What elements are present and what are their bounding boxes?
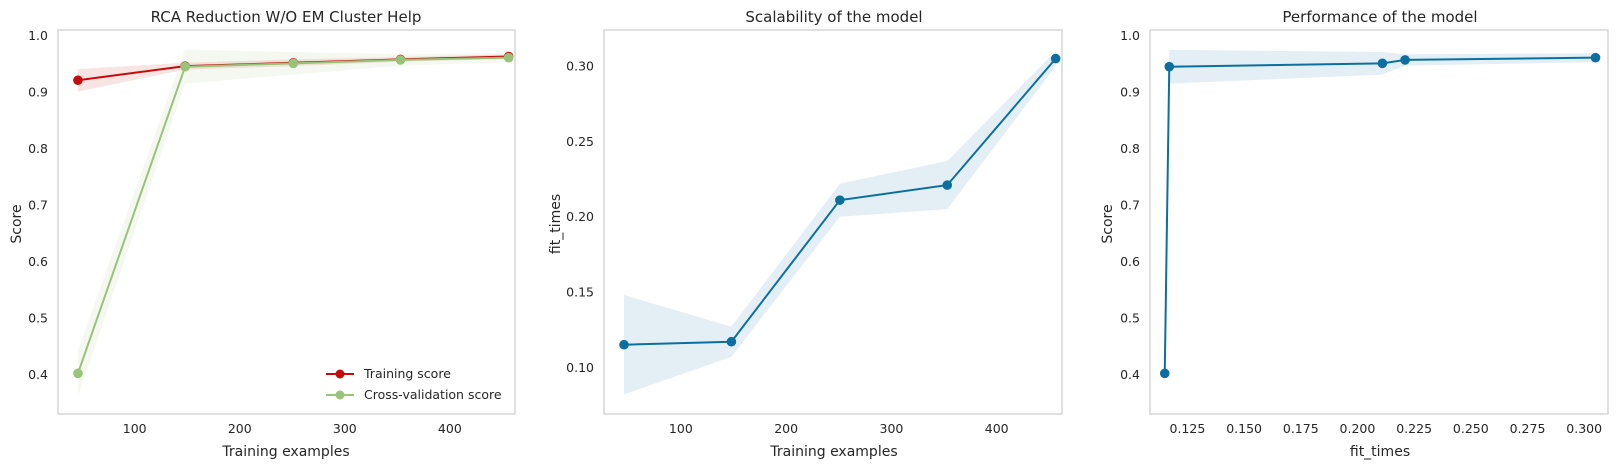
y-tick-label: 0.15 — [566, 285, 594, 300]
data-point — [1377, 58, 1388, 69]
plot-frame — [1149, 29, 1609, 415]
y-tick-label: 0.7 — [28, 198, 48, 213]
legend-marker-cv — [335, 390, 345, 400]
data-point — [503, 52, 514, 63]
y-tick-label: 1.0 — [1120, 28, 1140, 43]
y-tick-label: 0.6 — [28, 254, 48, 269]
x-tick-label: 100 — [669, 421, 693, 436]
series-std-band — [624, 51, 1056, 395]
legend-label-training: Training score — [363, 366, 451, 381]
y-tick-label: 0.30 — [566, 59, 594, 74]
data-point — [619, 339, 629, 350]
legend: Training score Cross-validation score — [326, 366, 502, 402]
x-tick-label: 300 — [333, 421, 357, 436]
data-point — [1159, 368, 1170, 379]
x-tick-label: 0.300 — [1566, 421, 1602, 436]
y-tick-label: 0.8 — [28, 141, 48, 156]
data-point — [1400, 55, 1410, 65]
data-point — [180, 61, 190, 72]
plot-frame — [57, 29, 516, 415]
data-point — [726, 336, 737, 347]
data-point — [835, 195, 845, 205]
y-tick-label: 0.5 — [1120, 311, 1140, 326]
y-tick-label: 0.6 — [1120, 254, 1140, 269]
data-point — [288, 58, 299, 69]
y-tick-label: 0.9 — [1120, 85, 1140, 100]
data-point — [1164, 61, 1175, 72]
x-tick-label: 300 — [880, 421, 904, 436]
y-tick-label: 0.8 — [1120, 141, 1140, 156]
y-tick-label: 0.20 — [566, 209, 594, 224]
x-tick-label: 100 — [123, 421, 147, 436]
y-axis-label: Score — [1100, 204, 1116, 243]
x-tick-label: 200 — [774, 421, 798, 436]
x-tick-label: 0.175 — [1283, 421, 1319, 436]
chart-panel-learning-curve: RCA Reduction W/O EM Cluster Help Traini… — [9, 8, 516, 460]
data-point — [395, 55, 406, 65]
series-line — [1163, 56, 1596, 374]
series-std-band — [1164, 49, 1596, 374]
x-tick-label: 0.275 — [1510, 421, 1546, 436]
y-axis-label: fit_times — [548, 194, 564, 254]
y-tick-label: 0.5 — [28, 311, 48, 326]
series-line — [77, 56, 509, 374]
x-tick-label: 0.250 — [1453, 421, 1489, 436]
chart-title: Performance of the model — [1282, 8, 1477, 26]
y-tick-label: 0.4 — [28, 367, 48, 382]
chart-panel-scalability: Scalability of the model Training exampl… — [548, 8, 1063, 460]
data-point — [73, 368, 83, 379]
data-point — [1050, 53, 1061, 64]
x-tick-label: 200 — [228, 421, 252, 436]
x-tick-label: 400 — [438, 421, 462, 436]
data-point — [73, 75, 83, 86]
series-std-band — [77, 49, 509, 396]
y-tick-label: 1.0 — [28, 28, 48, 43]
x-axis-label: Training examples — [769, 444, 897, 460]
plot-area: 0.4 0.5 0.6 0.7 0.8 0.9 1.0 100 200 300 400 — [28, 28, 516, 436]
chart-title: RCA Reduction W/O EM Cluster Help — [151, 8, 422, 26]
x-tick-label: 0.200 — [1340, 421, 1376, 436]
x-tick-label: 0.125 — [1170, 421, 1206, 436]
x-tick-label: 0.225 — [1396, 421, 1432, 436]
chart-title: Scalability of the model — [745, 8, 922, 26]
y-tick-label: 0.10 — [566, 360, 594, 375]
plot-area: 0.10 0.15 0.20 0.25 0.30 100 200 300 400 — [566, 29, 1063, 436]
x-tick-label: 400 — [985, 421, 1009, 436]
x-axis-label: Training examples — [221, 444, 349, 460]
legend-marker-training — [335, 369, 345, 379]
plot-frame — [603, 29, 1063, 415]
y-tick-label: 0.4 — [1120, 367, 1140, 382]
y-tick-label: 0.9 — [28, 85, 48, 100]
y-tick-label: 0.7 — [1120, 198, 1140, 213]
chart-panel-performance: Performance of the model fit_times Score… — [1100, 8, 1609, 460]
data-point — [942, 180, 953, 190]
data-point — [1590, 52, 1601, 63]
x-axis-label: fit_times — [1350, 444, 1410, 460]
legend-label-cv: Cross-validation score — [364, 387, 502, 402]
y-tick-label: 0.25 — [566, 134, 594, 149]
x-tick-label: 0.150 — [1226, 421, 1262, 436]
plot-area: 0.4 0.5 0.6 0.7 0.8 0.9 1.0 0.125 0.150 0.175 0.20… — [1120, 28, 1609, 436]
y-axis-label: Score — [9, 204, 25, 243]
